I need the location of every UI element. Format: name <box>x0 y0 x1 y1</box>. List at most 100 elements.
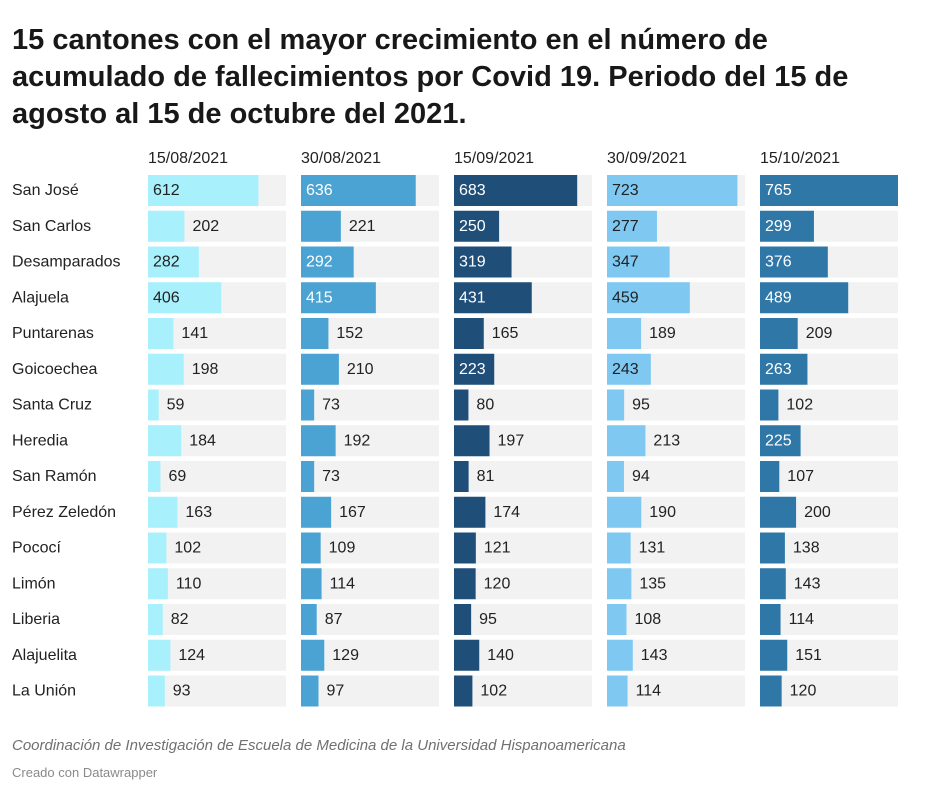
bar <box>301 175 416 206</box>
bar-value-label: 69 <box>168 468 186 485</box>
row-label: Desamparados <box>12 254 121 271</box>
bar-value-label: 376 <box>765 254 792 271</box>
row-label: La Unión <box>12 683 76 700</box>
bar <box>148 425 182 457</box>
bar <box>301 675 319 707</box>
bar-value-label: 243 <box>612 361 639 378</box>
bar-track <box>301 389 439 421</box>
bar-value-label: 209 <box>806 325 833 342</box>
bar <box>301 532 321 564</box>
bar-value-label: 93 <box>173 683 191 700</box>
bar-value-label: 459 <box>612 289 639 306</box>
credit-note: Creado con Datawrapper <box>12 765 158 780</box>
bar <box>454 425 490 457</box>
column-header: 15/08/2021 <box>148 150 228 167</box>
bar <box>148 532 167 564</box>
bar <box>760 389 779 421</box>
bar <box>760 246 828 278</box>
bar <box>760 568 786 600</box>
bar-value-label: 80 <box>476 397 494 414</box>
bar <box>607 675 628 707</box>
bar <box>148 246 199 278</box>
bar <box>301 318 329 349</box>
bar-track <box>148 675 286 707</box>
bar-value-label: 73 <box>322 397 340 414</box>
row-label: Pérez Zeledón <box>12 504 116 521</box>
bar-value-label: 223 <box>459 361 486 378</box>
bar-value-label: 165 <box>492 325 519 342</box>
bar-chart: San José San Carlos Desamparados Alajuela Pu… <box>12 150 898 707</box>
bar-track <box>148 639 286 671</box>
bar <box>760 282 849 314</box>
bar-value-label: 152 <box>336 325 363 342</box>
bar <box>760 353 808 385</box>
bar-value-label: 489 <box>765 289 792 306</box>
bar-value-label: 213 <box>653 432 680 449</box>
bar-value-label: 636 <box>306 182 333 199</box>
bar-value-label: 121 <box>484 540 511 557</box>
bar <box>607 604 627 635</box>
bar <box>454 675 473 707</box>
column-header: 30/09/2021 <box>607 150 687 167</box>
bar <box>148 604 163 635</box>
bar <box>607 389 625 421</box>
bar-value-label: 135 <box>639 575 666 592</box>
bar-track <box>607 675 745 707</box>
bar-value-label: 108 <box>634 611 661 628</box>
bar-track <box>454 568 592 600</box>
bar-value-label: 97 <box>326 683 344 700</box>
bar <box>454 639 480 671</box>
bar-value-label: 120 <box>790 683 817 700</box>
bar-value-label: 263 <box>765 361 792 378</box>
row-label: Pococí <box>12 540 61 557</box>
bar <box>301 568 322 600</box>
bar-value-label: 184 <box>189 432 216 449</box>
bar-track <box>607 461 745 492</box>
bar-value-label: 109 <box>329 540 356 557</box>
source-note: Coordinación de Investigación de Escuela… <box>12 737 626 754</box>
bar <box>607 639 633 671</box>
bar-value-label: 431 <box>459 289 486 306</box>
bar <box>607 246 670 278</box>
bar-track <box>454 532 592 564</box>
bar-value-label: 319 <box>459 254 486 271</box>
bar <box>148 175 259 206</box>
bar-value-label: 723 <box>612 182 639 199</box>
bar <box>148 461 161 492</box>
bar-value-label: 141 <box>181 325 208 342</box>
bar-value-label: 190 <box>649 504 676 521</box>
bar-value-label: 114 <box>636 683 662 700</box>
bar-value-label: 107 <box>787 468 814 485</box>
bar <box>301 639 325 671</box>
bar-value-label: 202 <box>192 218 219 235</box>
bar-value-label: 200 <box>804 504 831 521</box>
bar-track <box>148 389 286 421</box>
row-label: Puntarenas <box>12 325 94 342</box>
bar-value-label: 95 <box>479 611 497 628</box>
bar-track <box>607 604 745 635</box>
bar-value-label: 82 <box>171 611 189 628</box>
bar <box>301 496 332 528</box>
bar-value-label: 138 <box>793 540 820 557</box>
bar-track <box>301 532 439 564</box>
bar <box>148 353 184 385</box>
column-header: 15/09/2021 <box>454 150 534 167</box>
bar-value-label: 765 <box>765 182 792 199</box>
bar-track <box>148 604 286 635</box>
row-label: San José <box>12 182 79 199</box>
bar <box>760 532 785 564</box>
bar-value-label: 250 <box>459 218 486 235</box>
bar-value-label: 683 <box>459 182 486 199</box>
bar <box>607 461 624 492</box>
row-label: Santa Cruz <box>12 397 92 414</box>
row-label: Alajuela <box>12 289 69 306</box>
bar-track <box>760 675 898 707</box>
bar <box>607 318 642 349</box>
bar <box>760 210 814 242</box>
bar-value-label: 189 <box>649 325 676 342</box>
bar-track <box>301 461 439 492</box>
bar <box>454 175 578 206</box>
bar-track <box>760 389 898 421</box>
bar <box>760 318 798 349</box>
bar-value-label: 95 <box>632 397 650 414</box>
